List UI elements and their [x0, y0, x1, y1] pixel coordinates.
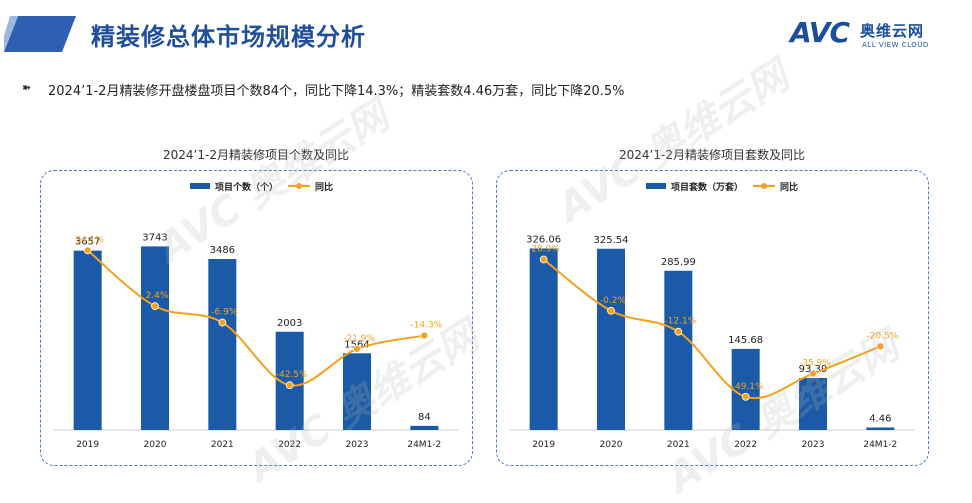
yoy-line: [87, 249, 425, 387]
yoy-label: -35.9%: [799, 359, 831, 369]
yoy-label: -20.5%: [866, 331, 898, 341]
yoy-label: -6.9%: [211, 308, 238, 318]
bar: [208, 259, 237, 430]
x-tick-label: 2023: [802, 440, 825, 450]
yoy-point: [83, 246, 92, 255]
yoy-label: -42.5%: [276, 370, 308, 380]
logo-cn-text: 奥维云网: [860, 22, 925, 40]
yoy-point: [151, 302, 159, 311]
chart-1-title: 2024’1-2月精装修项目个数及同比: [163, 148, 349, 162]
logo-mark: AVC: [790, 16, 850, 49]
bar-value-label: 4.46: [869, 414, 891, 425]
bar: [731, 348, 760, 430]
x-tick-label: 2020: [144, 440, 167, 450]
chart-2-panel: [496, 170, 929, 466]
yoy-line: [543, 258, 881, 400]
yoy-point: [607, 306, 615, 315]
yoy-point: [353, 345, 361, 353]
legend-line-label: 同比: [780, 181, 798, 193]
bar-value-label: 3486: [210, 245, 235, 256]
legend-line-label: 同比: [315, 181, 333, 193]
x-tick-label: 24M1-2: [407, 440, 441, 450]
bar-value-label: 3657: [75, 237, 100, 248]
chart-unit-count: 项目套数（万套） 同比 326.06 2019 325.54 2020 285.99 2021…: [510, 181, 914, 450]
x-tick-label: 2022: [734, 440, 757, 450]
bar: [73, 250, 102, 430]
bar: [529, 248, 558, 430]
x-tick-label: 2023: [346, 440, 369, 450]
yoy-point: [809, 369, 817, 378]
bar-value-label: 93.39: [799, 364, 828, 375]
avc-logo: AVC 奥维云网 ALL VIEW CLOUD: [790, 16, 950, 56]
x-tick-label: 2019: [76, 440, 99, 450]
yoy-label: 28.9%: [531, 245, 560, 255]
logo-en-text: ALL VIEW CLOUD: [862, 41, 929, 49]
yoy-point: [539, 255, 548, 264]
bar: [410, 425, 439, 430]
title-decoration: [4, 16, 76, 52]
bar: [597, 248, 625, 430]
yoy-label: -49.1%: [732, 382, 764, 392]
bar: [799, 378, 827, 430]
yoy-label: -21.9%: [343, 334, 375, 344]
x-tick-label: 2019: [532, 440, 555, 450]
legend-bar-swatch: [646, 183, 666, 189]
yoy-point: [674, 327, 683, 336]
yoy-point: [876, 342, 885, 351]
yoy-label: -12.1%: [664, 317, 696, 327]
bar-value-label: 3743: [142, 232, 167, 243]
x-tick-label: 24M1-2: [863, 440, 897, 450]
bar-value-label: 2003: [277, 318, 302, 329]
yoy-label: 2.4%: [146, 291, 169, 301]
bar-value-label: 84: [418, 412, 431, 423]
bullet-arrow-icon: ➽: [22, 81, 32, 94]
x-tick-label: 2020: [600, 440, 623, 450]
chart-1-panel: [40, 170, 473, 466]
page-title: 精装修总体市场规模分析: [91, 23, 366, 51]
bar: [866, 427, 895, 430]
bar-value-label: 326.06: [526, 234, 561, 245]
bar-value-label: 1564: [344, 339, 369, 350]
yoy-point: [285, 381, 294, 390]
bar: [664, 270, 693, 430]
bar: [343, 353, 371, 430]
chart-2-title: 2024’1-2月精装修项目套数及同比: [619, 148, 805, 162]
legend-line-marker: [761, 183, 767, 189]
legend-bar-label: 项目个数（个）: [215, 181, 278, 193]
summary-text: 2024’1-2月精装修开盘楼盘项目个数84个，同比下降14.3%；精装套数4.…: [48, 84, 625, 99]
x-tick-label: 2022: [278, 440, 301, 450]
yoy-label: -14.3%: [410, 321, 442, 331]
yoy-point: [741, 392, 750, 401]
legend-line-marker: [296, 183, 302, 189]
yoy-label: -0.2%: [600, 296, 627, 306]
yoy-point: [420, 331, 429, 340]
bar: [141, 246, 169, 430]
x-tick-label: 2021: [211, 440, 234, 450]
chart-project-count: 项目个数（个） 同比 3657 2019 3743 2020 3486 2021 2003 202…: [54, 181, 458, 450]
yoy-label: 34.1%: [75, 235, 104, 245]
bar-value-label: 325.54: [594, 235, 629, 246]
legend-bar-label: 项目套数（万套）: [671, 181, 743, 193]
yoy-point: [218, 318, 227, 327]
x-tick-label: 2021: [667, 440, 690, 450]
legend-bar-swatch: [190, 183, 210, 189]
bar-value-label: 145.68: [728, 335, 763, 346]
bar-value-label: 285.99: [661, 257, 696, 268]
